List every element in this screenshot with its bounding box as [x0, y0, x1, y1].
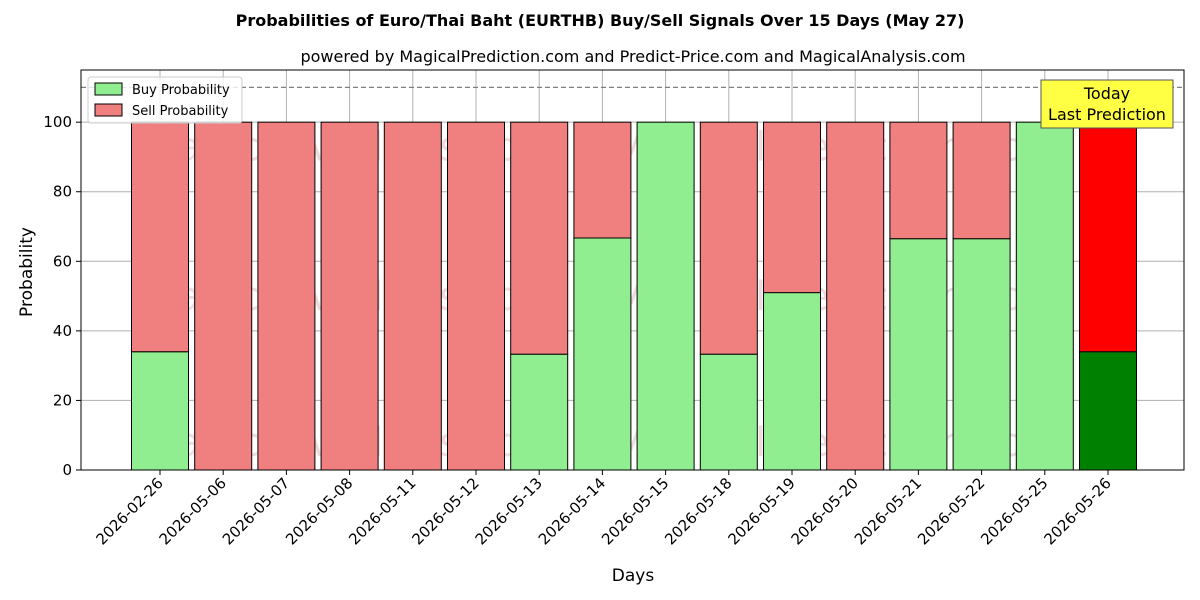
- x-tick-label: 2026-05-21: [851, 474, 925, 548]
- buy-bar: [131, 351, 189, 471]
- sell-bar: [320, 121, 379, 471]
- legend-swatch: [94, 103, 123, 117]
- y-tick-label: 0: [62, 461, 72, 479]
- buy-bar: [763, 292, 821, 471]
- x-tick-label: 2026-05-22: [914, 474, 988, 548]
- sell-bar: [447, 121, 505, 471]
- x-tick-label: 2026-05-20: [788, 474, 862, 548]
- buy-bar: [952, 238, 1011, 471]
- today-box: [1040, 79, 1174, 129]
- bars-layer: [131, 121, 1137, 471]
- sell-bar: [763, 121, 821, 294]
- chart-title: Probabilities of Euro/Thai Baht (EURTHB)…: [236, 11, 965, 30]
- y-tick-label: 60: [53, 252, 72, 270]
- last-prediction-label: Last Prediction: [1048, 105, 1166, 124]
- x-tick-label: 2026-05-07: [219, 474, 293, 548]
- y-axis-label: Probability: [17, 227, 37, 317]
- sell-bar: [257, 121, 316, 471]
- legend-swatch: [94, 82, 123, 96]
- x-tick-label: 2026-05-18: [661, 474, 735, 548]
- legend-box: [87, 76, 243, 124]
- buy-bar: [699, 353, 758, 471]
- sell-bar: [952, 121, 1011, 240]
- x-tick-label: 2026-02-26: [92, 474, 166, 548]
- x-tick-label: 2026-05-08: [282, 474, 356, 548]
- buy-bar: [636, 121, 695, 471]
- x-tick-label: 2026-05-06: [156, 474, 230, 548]
- x-tick-label: 2026-05-11: [345, 474, 419, 548]
- x-tick-label: 2026-05-26: [1040, 474, 1114, 548]
- y-tick-label: 100: [43, 113, 72, 131]
- sell-bar: [383, 121, 442, 471]
- chart-subtitle: powered by MagicalPrediction.com and Pre…: [300, 47, 965, 66]
- sell-bar: [131, 121, 189, 353]
- legend-label: Sell Probability: [132, 104, 229, 119]
- x-tick-label: 2026-05-19: [724, 474, 798, 548]
- buy-bar: [1079, 351, 1137, 471]
- y-axis-ticks: 0 20 40 60 80 100: [43, 113, 81, 479]
- legend-label: Buy Probability: [132, 83, 230, 98]
- x-tick-label: 2026-05-15: [598, 474, 672, 548]
- plot-frame: [80, 69, 1185, 471]
- sell-bar: [573, 121, 632, 239]
- buy-bar: [573, 237, 632, 471]
- x-tick-label: 2026-05-13: [472, 474, 546, 548]
- today-annotation: Today Last Prediction: [1040, 79, 1174, 129]
- y-tick-label: 80: [53, 183, 72, 201]
- y-tick-label: 20: [53, 391, 72, 409]
- today-label: Today: [1083, 84, 1130, 103]
- x-axis-ticks: 2026-02-262026-05-062026-05-072026-05-08…: [92, 470, 1115, 548]
- x-axis-label: Days: [612, 566, 655, 586]
- buy-bar: [889, 238, 948, 471]
- sell-bar: [1079, 121, 1137, 353]
- sell-bar: [510, 121, 569, 355]
- x-tick-label: 2026-05-25: [977, 474, 1051, 548]
- buy-bar: [1015, 121, 1074, 471]
- sell-bar: [194, 121, 253, 471]
- sell-bar: [699, 121, 758, 355]
- sell-bar: [889, 121, 948, 240]
- buy-bar: [510, 353, 569, 471]
- sell-bar: [826, 121, 885, 471]
- y-tick-label: 40: [53, 322, 72, 340]
- x-tick-label: 2026-05-14: [535, 474, 609, 548]
- legend: Buy Probability Sell Probability: [87, 76, 243, 124]
- x-tick-label: 2026-05-12: [408, 474, 482, 548]
